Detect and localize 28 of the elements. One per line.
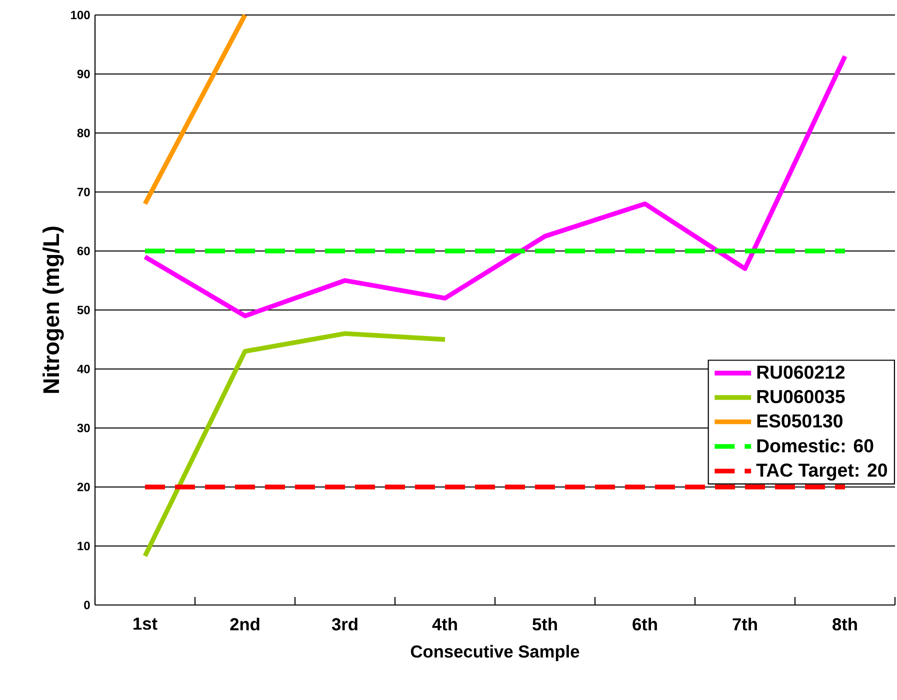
y-axis-title: Nitrogen (mg/L) xyxy=(42,226,64,393)
y-tick-label: 50 xyxy=(77,306,90,314)
x-tick-label: 1st xyxy=(134,618,158,630)
x-tick-label: 2nd xyxy=(230,618,260,630)
legend-label: RU060035 xyxy=(757,390,845,404)
legend-label: RU060212 xyxy=(757,366,845,379)
y-tick-label: 100 xyxy=(71,10,90,20)
line-series xyxy=(142,54,848,318)
y-tick-label: 80 xyxy=(77,128,90,138)
x-tick-label: 7th xyxy=(732,618,757,630)
x-tick-label: 6th xyxy=(632,618,657,630)
x-tick-label: 5th xyxy=(532,618,557,630)
y-tick-label: 90 xyxy=(77,70,90,78)
y-tick-label: 10 xyxy=(78,542,90,550)
legend-label: TAC Target: 20 xyxy=(756,464,888,481)
x-tick-label: 4th xyxy=(432,618,457,630)
legend-label: ES050130 xyxy=(757,414,842,428)
x-axis-title: Consecutive Sample xyxy=(410,644,580,662)
x-tick-label: 3rd xyxy=(332,618,358,630)
y-tick-label: 40 xyxy=(77,364,90,374)
y-tick-label: 60 xyxy=(77,246,90,256)
y-tick-label: 20 xyxy=(77,482,90,492)
y-tick-label: 0 xyxy=(84,600,90,610)
legend-label: Domestic: 60 xyxy=(757,438,874,452)
y-tick-label: 70 xyxy=(77,188,90,196)
line-series xyxy=(142,331,448,558)
x-tick-label: 8th xyxy=(832,618,857,630)
y-tick-label: 30 xyxy=(77,424,90,432)
